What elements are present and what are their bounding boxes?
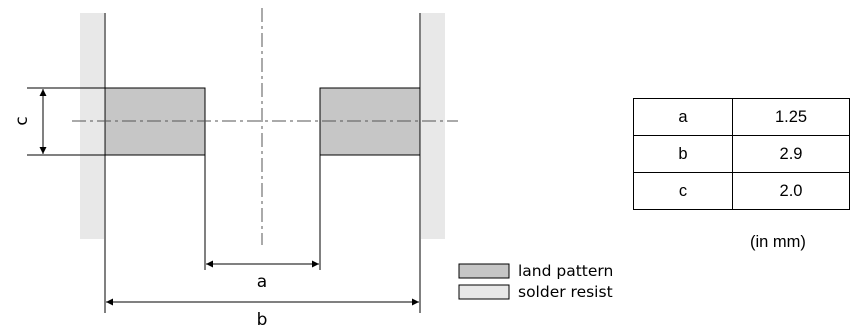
table-row: a 1.25 [633, 98, 850, 136]
unit-note: (in mm) [750, 233, 806, 251]
table-cell-key: c [633, 172, 733, 210]
legend-label-land-pattern: land pattern [518, 262, 613, 280]
table-cell-value: 2.9 [732, 135, 850, 173]
legend-swatch-land-pattern [458, 263, 510, 279]
legend-swatch-solder-resist [458, 284, 510, 300]
solder-resist-left [80, 13, 104, 239]
table-cell-key: b [633, 135, 733, 173]
table-row: c 2.0 [633, 172, 850, 210]
land-pad-left [104, 87, 206, 156]
solder-resist-right [421, 13, 445, 239]
table-cell-value: 2.0 [732, 172, 850, 210]
legend: land pattern solder resist [458, 262, 613, 301]
table-cell-key: a [633, 98, 733, 136]
legend-label-solder-resist: solder resist [518, 283, 613, 301]
dimensions-table: a 1.25 b 2.9 c 2.0 [633, 98, 850, 210]
dimension-c-label: c [12, 116, 32, 125]
table-row: b 2.9 [633, 135, 850, 173]
dimension-b-label: b [257, 310, 268, 329]
table-cell-value: 1.25 [732, 98, 850, 136]
dimension-a-label: a [257, 272, 267, 292]
